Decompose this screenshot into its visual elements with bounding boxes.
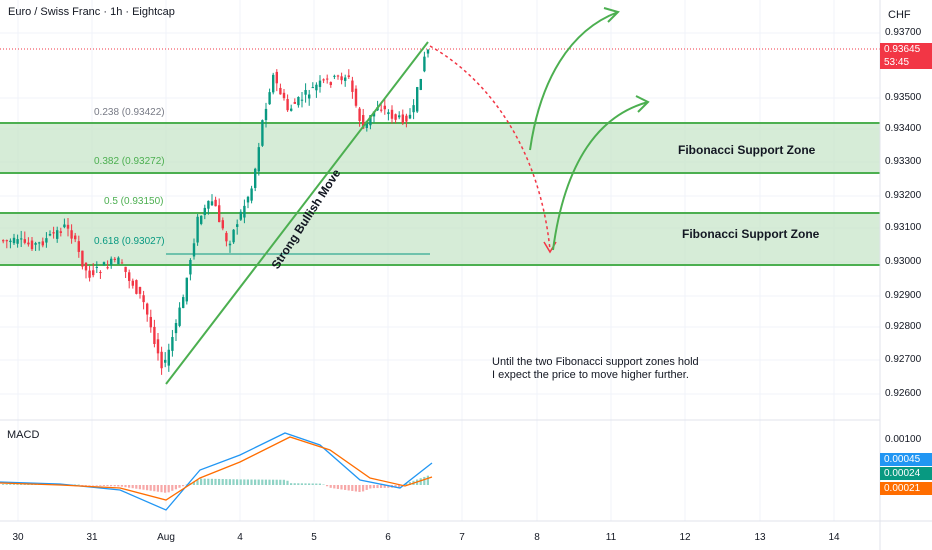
fib-level-0382: 0.382 (0.93272) (94, 156, 165, 167)
time-axis-label: 13 (754, 532, 766, 543)
time-axis-label: 11 (605, 532, 617, 543)
price-axis-label: 0.92900 (885, 290, 922, 301)
macd-axis-label: 0.00100 (885, 434, 922, 445)
histogram-value-tag: 0.00024 (880, 467, 932, 480)
price-axis-label: 0.92800 (885, 321, 922, 332)
candlestick-series (2, 49, 430, 375)
time-axis-label: 4 (237, 532, 243, 543)
time-axis-label: 7 (459, 532, 465, 543)
price-axis-label: 0.92600 (885, 388, 922, 399)
currency-label[interactable]: CHF (888, 9, 911, 21)
analysis-note: Until the two Fibonacci support zones ho… (492, 356, 699, 381)
macd-line (0, 432, 433, 511)
price-axis-label: 0.93500 (885, 92, 922, 103)
upper-support-zone (0, 123, 880, 173)
projection-down-arrow (429, 45, 551, 251)
time-axis-label: 6 (385, 532, 391, 543)
signal-line (0, 436, 433, 501)
price-axis-label: 0.93200 (885, 190, 922, 201)
time-axis-label: 31 (86, 532, 98, 543)
chart-title: Euro / Swiss Franc · 1h · Eightcap (8, 6, 175, 18)
indicator-name[interactable]: MACD (7, 429, 40, 441)
fib-level-0618: 0.618 (0.93027) (94, 236, 165, 247)
projection-up-arrow-2 (552, 101, 649, 251)
time-axis-label: 12 (679, 532, 691, 543)
lower-support-zone (0, 213, 880, 265)
upper-zone-label: Fibonacci Support Zone (678, 143, 816, 157)
price-axis-label: 0.93400 (885, 123, 922, 134)
lower-zone-label: Fibonacci Support Zone (682, 227, 820, 241)
macd-histogram (2, 475, 429, 493)
projection-up-arrow-1 (529, 11, 619, 151)
signal-value-tag: 0.00021 (880, 482, 932, 495)
price-axis-label: 0.93000 (885, 256, 922, 267)
trend-line (165, 41, 429, 385)
fib-level-0238: 0.238 (0.93422) (94, 107, 165, 118)
fib-level-05: 0.5 (0.93150) (104, 196, 164, 207)
time-axis-label: Aug (157, 532, 175, 543)
time-axis-label: 8 (534, 532, 540, 543)
price-axis-label: 0.93300 (885, 156, 922, 167)
time-axis-label: 14 (828, 532, 840, 543)
time-axis-label: 30 (12, 532, 24, 543)
price-axis-label: 0.92700 (885, 354, 922, 365)
time-axis-label: 5 (311, 532, 317, 543)
price-axis-label: 0.93100 (885, 222, 922, 233)
price-axis-label: 0.93700 (885, 27, 922, 38)
macd-value-tag: 0.00045 (880, 453, 932, 466)
last-price-tag: 0.93645 53:45 (880, 43, 932, 69)
